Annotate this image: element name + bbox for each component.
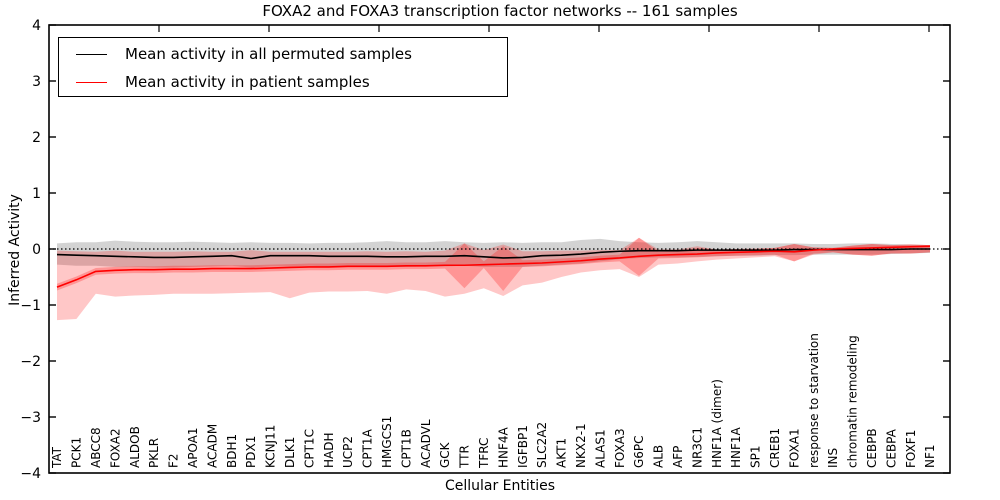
x-tick-label: NKX2-1 (574, 423, 588, 468)
permuted-mean-line (56, 248, 930, 260)
patient-mean-line (56, 245, 931, 288)
y-tick-label: −2 (20, 354, 41, 370)
x-tick-label: response to starvation (807, 333, 821, 468)
y-tick-label: 3 (32, 74, 41, 90)
legend-line-black (76, 53, 107, 55)
x-axis-label: Cellular Entities (444, 478, 556, 494)
x-tick-label: PCK1 (70, 437, 84, 468)
x-tick-label: HADH (322, 433, 336, 469)
y-tick-label: −4 (20, 466, 41, 482)
legend: Mean activity in all permuted samples Me… (58, 37, 508, 97)
x-tick-label: FOXF1 (904, 430, 918, 468)
x-tick-label: CEBPA (884, 428, 898, 468)
legend-line-red (76, 81, 107, 83)
x-tick-label: UCP2 (341, 436, 355, 468)
x-tick-label: F2 (167, 453, 181, 468)
x-tick-label: G6PC (632, 435, 646, 468)
y-tick-label: 1 (32, 186, 41, 202)
legend-item-permuted: Mean activity in all permuted samples (59, 41, 412, 67)
legend-item-patient: Mean activity in patient samples (59, 69, 370, 95)
x-tick-label: TAT (50, 446, 64, 469)
patient-band-outer (57, 237, 930, 321)
x-tick-label: ALDOB (128, 426, 142, 468)
x-tick-label: FOXA3 (613, 428, 627, 468)
y-tick-label: −3 (20, 410, 41, 426)
x-tick-label: TTR (458, 445, 472, 469)
x-tick-label: CPT1B (399, 429, 413, 468)
x-tick-label: KCNJ11 (264, 425, 278, 468)
x-tick-label: AFP (671, 446, 685, 468)
chart-title: FOXA2 and FOXA3 transcription factor net… (262, 2, 738, 20)
x-tick-label: SLC2A2 (535, 422, 549, 468)
x-tick-label: ACADVL (419, 419, 433, 468)
x-tick-label: BDH1 (225, 434, 239, 468)
x-tick-label: PDX1 (244, 436, 258, 468)
x-tick-label: FOXA2 (108, 428, 122, 468)
legend-label-patient: Mean activity in patient samples (125, 73, 370, 91)
x-tick-label: ALB (652, 445, 666, 468)
x-tick-label: ABCC8 (89, 427, 103, 468)
x-tick-label: PKLR (147, 438, 161, 468)
x-tick-label: APOA1 (186, 427, 200, 468)
x-tick-label: HMGCS1 (380, 416, 394, 468)
x-tick-label: ACADM (205, 424, 219, 468)
x-tick-label: NF1 (923, 444, 937, 468)
x-tick-label: GCK (438, 441, 452, 468)
legend-label-permuted: Mean activity in all permuted samples (125, 45, 412, 63)
x-tick-label: ALAS1 (593, 429, 607, 468)
x-tick-label: IGFBP1 (516, 425, 530, 468)
x-tick-label: CEBPB (865, 428, 879, 468)
x-tick-label: AKT1 (555, 438, 569, 468)
x-tick-label: HNF1A (dimer) (710, 379, 724, 468)
y-tick-label: −1 (20, 298, 41, 314)
x-tick-label: TFRC (477, 438, 491, 469)
x-tick-label: DLK1 (283, 437, 297, 468)
x-tick-label: INS (826, 448, 840, 468)
x-tick-label: CPT1C (302, 429, 316, 468)
x-tick-label: FOXA1 (787, 428, 801, 468)
x-tick-label: CREB1 (768, 428, 782, 468)
y-tick-label: 4 (32, 18, 41, 34)
permuted-band (57, 238, 930, 268)
y-tick-label: 2 (32, 130, 41, 146)
x-tick-label: HNF4A (496, 426, 510, 468)
y-axis-label: Inferred Activity (7, 194, 23, 306)
x-tick-label: CPT1A (361, 428, 375, 468)
x-tick-label: NR3C1 (690, 427, 704, 468)
y-tick-label: 0 (32, 242, 41, 258)
x-tick-label: HNF1A (729, 426, 743, 468)
x-tick-label: SP1 (749, 446, 763, 469)
x-tick-label: chromatin remodeling (846, 335, 860, 468)
